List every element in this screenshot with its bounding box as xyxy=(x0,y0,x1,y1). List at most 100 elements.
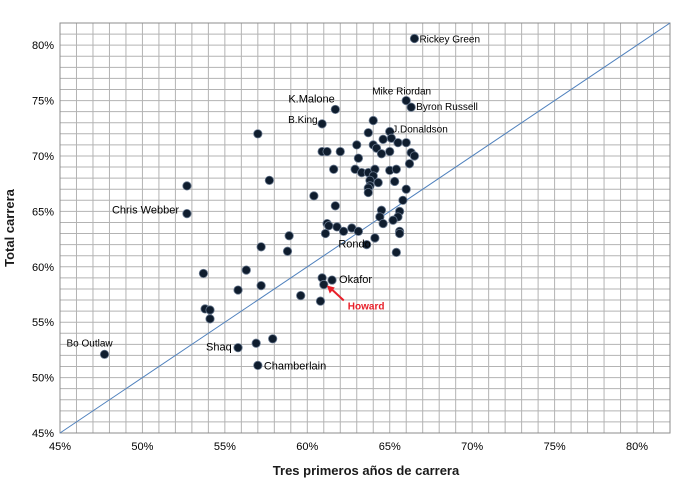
data-point xyxy=(363,128,373,138)
data-point xyxy=(390,176,400,187)
data-point xyxy=(395,228,405,239)
data-point xyxy=(335,146,345,157)
data-point xyxy=(282,246,293,256)
data-point xyxy=(324,221,334,231)
label-shaq: Shaq xyxy=(206,342,232,354)
data-point-chamberlain xyxy=(253,360,263,371)
label-chris-webber: Chris Webber xyxy=(112,205,179,217)
x-tick-label: 50% xyxy=(131,441,153,453)
data-point xyxy=(268,334,278,344)
data-point xyxy=(251,338,261,348)
data-point xyxy=(296,290,306,301)
data-point-mike-riordan xyxy=(401,95,411,106)
data-point xyxy=(362,240,372,250)
label-b-king: B.King xyxy=(288,115,317,126)
data-point xyxy=(233,285,243,295)
data-point xyxy=(398,195,408,205)
data-point xyxy=(320,228,331,239)
reference-diagonal xyxy=(59,22,671,434)
data-point xyxy=(205,314,215,324)
data-point xyxy=(409,151,420,161)
label-rickey-green: Rickey Green xyxy=(419,35,480,46)
y-tick-label: 70% xyxy=(32,151,54,163)
data-point xyxy=(332,222,342,232)
label-mike-riordan: Mike Riordan xyxy=(372,87,431,98)
diagonal-line xyxy=(59,22,671,434)
data-point xyxy=(284,231,294,241)
label-k-malone: K.Malone xyxy=(288,93,334,105)
x-tick-label: 45% xyxy=(49,441,71,453)
y-tick-label: 60% xyxy=(32,262,54,274)
x-tick-label: 80% xyxy=(626,441,648,453)
data-point-rondo xyxy=(391,247,401,257)
data-point xyxy=(241,265,251,275)
data-point-howard xyxy=(319,279,329,290)
data-point xyxy=(198,268,209,279)
label-byron-russell: Byron Russell xyxy=(416,102,478,113)
data-point-chris-webber xyxy=(182,208,192,219)
data-point-okafor xyxy=(327,275,337,285)
data-point-byron-russell xyxy=(406,102,416,112)
y-axis-tick-labels: 45% 50% 55% 60% 65% 70% 75% 80% xyxy=(32,40,54,440)
label-rondo: Rondo xyxy=(338,238,370,250)
major-gridlines xyxy=(59,22,671,434)
data-point-shaq xyxy=(233,343,243,353)
data-point xyxy=(329,164,339,174)
data-point xyxy=(338,226,349,236)
label-bo-outlaw: Bo Outlaw xyxy=(67,338,114,349)
data-point xyxy=(368,115,378,126)
data-point xyxy=(205,305,215,315)
data-point xyxy=(378,134,388,144)
y-tick-label: 45% xyxy=(32,428,54,440)
label-j-donaldson: J.Donaldson xyxy=(392,125,448,136)
x-axis-tick-labels: 45% 50% 55% 60% 65% 70% 75% 80% xyxy=(49,441,648,453)
data-point xyxy=(401,184,411,194)
data-point xyxy=(404,159,415,169)
data-point xyxy=(264,175,274,185)
x-tick-label: 55% xyxy=(214,441,236,453)
y-tick-label: 75% xyxy=(32,96,54,108)
data-point xyxy=(256,242,266,252)
x-tick-label: 70% xyxy=(461,441,483,453)
point-labels: Rickey Green Mike Riordan Byron Russell K.M… xyxy=(67,35,481,373)
data-point xyxy=(386,133,396,143)
y-tick-label: 50% xyxy=(32,373,54,385)
data-point xyxy=(309,191,319,201)
data-point xyxy=(388,215,398,225)
data-point xyxy=(370,233,380,243)
data-point xyxy=(353,226,364,236)
data-point xyxy=(352,140,362,150)
data-point xyxy=(393,138,403,148)
y-tick-label: 65% xyxy=(32,206,54,218)
x-tick-label: 75% xyxy=(544,441,566,453)
x-tick-label: 60% xyxy=(296,441,318,453)
data-point xyxy=(322,146,332,157)
data-points xyxy=(99,33,420,371)
data-point xyxy=(256,281,266,291)
data-point xyxy=(391,164,401,174)
label-howard: Howard xyxy=(348,302,385,313)
data-point xyxy=(330,201,340,211)
data-point-k-malone xyxy=(330,104,340,115)
data-point xyxy=(385,146,395,157)
data-point-j-donaldson xyxy=(401,138,411,148)
x-tick-label: 65% xyxy=(379,441,401,453)
x-axis-title: Tres primeros años de carrera xyxy=(273,463,460,478)
data-point xyxy=(376,149,387,159)
y-tick-label: 80% xyxy=(32,40,54,52)
label-okafor: Okafor xyxy=(339,274,372,286)
label-chamberlain: Chamberlain xyxy=(264,360,326,372)
data-point-bo-outlaw xyxy=(99,349,110,359)
data-point-rickey-green xyxy=(409,33,420,44)
data-point xyxy=(373,177,383,188)
data-point xyxy=(363,187,373,198)
plot-frame xyxy=(59,22,671,434)
data-point xyxy=(378,218,388,229)
data-point-b-king xyxy=(317,119,327,129)
data-point xyxy=(353,153,364,163)
y-tick-label: 55% xyxy=(32,317,54,329)
howard-arrow-head xyxy=(326,285,335,294)
data-point xyxy=(182,181,192,191)
